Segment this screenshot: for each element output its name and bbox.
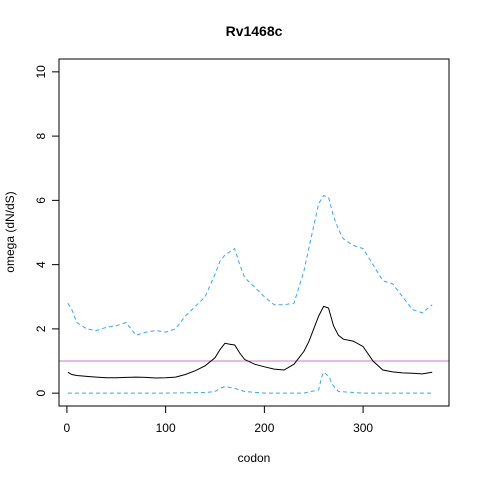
x-axis-label: codon [238, 451, 271, 465]
plot-frame [58, 58, 450, 407]
x-axis: 0 100 200 300 [64, 406, 373, 435]
y-tick-label: 0 [34, 389, 48, 396]
x-tick-label: 300 [353, 421, 373, 435]
y-axis: 0 2 4 6 8 10 [34, 65, 59, 396]
y-axis-label: omega (dN/dS) [3, 191, 17, 272]
y-tick-label: 8 [34, 132, 48, 139]
x-tick-label: 100 [156, 421, 176, 435]
y-tick-label: 10 [34, 65, 48, 79]
x-tick-label: 0 [64, 421, 71, 435]
mean-omega-line [67, 305, 433, 379]
y-tick-label: 2 [34, 325, 48, 332]
upper-bound-line [67, 195, 433, 336]
lower-bound-line [67, 371, 433, 394]
x-tick-label: 200 [254, 421, 274, 435]
y-tick-label: 4 [34, 261, 48, 268]
chart-title: Rv1468c [226, 23, 283, 39]
y-tick-label: 6 [34, 197, 48, 204]
plot-area [59, 195, 449, 394]
